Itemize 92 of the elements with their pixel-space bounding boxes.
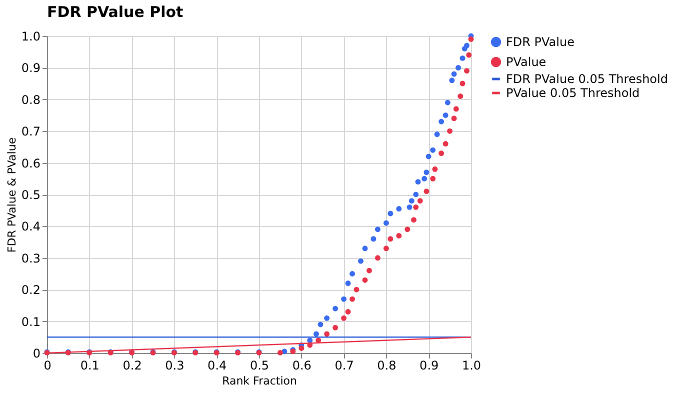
point xyxy=(396,206,402,212)
point xyxy=(350,296,356,302)
point xyxy=(460,55,466,61)
point xyxy=(314,331,319,337)
x-tick-label: 0.4 xyxy=(208,358,227,372)
x-axis-title: Rank Fraction xyxy=(222,374,297,388)
legend-label: FDR PValue 0.05 Threshold xyxy=(506,72,668,86)
point xyxy=(430,147,436,153)
x-tick-label: 0.9 xyxy=(420,358,439,372)
chart-title: FDR PValue Plot xyxy=(47,3,184,21)
point xyxy=(396,232,402,238)
x-tick-label: 0.2 xyxy=(122,358,142,372)
y-tick-label: 0.2 xyxy=(21,283,40,298)
point xyxy=(447,128,453,134)
point xyxy=(468,36,474,42)
x-tick-label: 0 xyxy=(44,358,52,372)
point xyxy=(438,150,444,156)
point xyxy=(464,42,470,48)
point xyxy=(424,170,430,176)
point xyxy=(358,258,364,264)
point xyxy=(442,141,448,147)
point xyxy=(460,80,466,86)
y-tick-label: 0.6 xyxy=(21,156,40,170)
point xyxy=(456,64,462,70)
point xyxy=(438,118,444,124)
point xyxy=(332,306,338,312)
y-tick-label: 1.0 xyxy=(21,30,40,44)
x-tick-label: 0.7 xyxy=(334,358,354,372)
point xyxy=(277,350,283,356)
point xyxy=(458,93,464,99)
point xyxy=(318,322,324,328)
point xyxy=(453,106,459,112)
y-tick-label: 0.5 xyxy=(21,188,40,202)
y-tick-label: 0.9 xyxy=(21,61,40,76)
point xyxy=(362,277,368,283)
point xyxy=(354,286,360,292)
point xyxy=(442,112,448,118)
legend-label: PValue xyxy=(506,55,546,69)
point xyxy=(426,154,432,160)
point xyxy=(345,280,351,286)
x-tick-label: 0.3 xyxy=(165,358,184,372)
point xyxy=(444,100,450,106)
point xyxy=(466,52,472,58)
point xyxy=(383,220,389,226)
point xyxy=(417,198,423,204)
point xyxy=(374,255,380,261)
x-tick-label: 1.0 xyxy=(462,358,482,372)
legend-label: FDR PValue xyxy=(506,35,574,49)
point xyxy=(424,188,430,194)
point xyxy=(366,268,372,274)
point xyxy=(449,78,455,84)
x-tick-label: 0.8 xyxy=(377,358,396,372)
y-tick-label: 0.7 xyxy=(21,124,40,139)
point xyxy=(307,338,313,344)
y-tick-label: 0.1 xyxy=(21,314,40,329)
point xyxy=(324,331,330,337)
point xyxy=(350,271,356,276)
point xyxy=(370,236,376,242)
point xyxy=(451,71,457,77)
point xyxy=(404,226,410,232)
point xyxy=(413,204,419,210)
point xyxy=(374,226,380,232)
y-tick-label: 0.4 xyxy=(21,220,40,234)
y-tick-label: 0 xyxy=(32,346,40,360)
point xyxy=(464,68,470,74)
y-tick-label: 0.8 xyxy=(21,92,40,107)
x-tick-label: 0.6 xyxy=(292,358,312,372)
y-tick-label: 0.3 xyxy=(21,251,40,266)
point xyxy=(434,132,440,138)
point xyxy=(408,198,414,204)
point xyxy=(383,246,389,252)
point xyxy=(406,204,412,210)
point xyxy=(341,315,347,321)
point xyxy=(388,210,394,216)
point xyxy=(345,309,351,315)
point xyxy=(332,324,338,330)
point xyxy=(411,217,416,223)
point xyxy=(362,246,368,252)
point xyxy=(451,116,457,122)
y-axis-title: FDR PValue & PValue xyxy=(5,137,18,253)
x-tick-label: 0.1 xyxy=(80,358,100,372)
point xyxy=(388,236,394,242)
legend-label: PValue 0.05 Threshold xyxy=(506,86,640,100)
point xyxy=(432,166,438,172)
x-tick-label: 0.5 xyxy=(250,358,270,372)
point xyxy=(413,192,419,198)
point xyxy=(341,296,347,302)
point xyxy=(324,315,330,321)
point xyxy=(422,176,428,182)
point xyxy=(298,346,304,351)
point xyxy=(430,176,436,182)
point xyxy=(415,179,421,185)
